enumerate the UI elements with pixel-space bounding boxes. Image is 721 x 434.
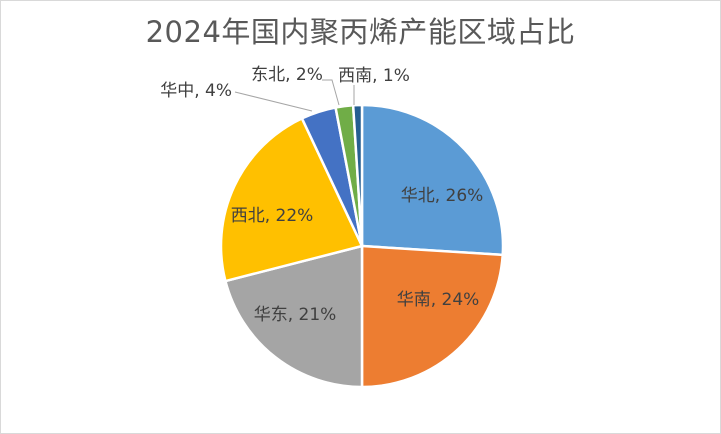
data-label-0: 华北, 26% — [401, 186, 484, 206]
data-label-4: 华中, 4% — [160, 81, 232, 101]
pie-slice-0 — [360, 103, 505, 257]
leader-line-4 — [234, 91, 313, 112]
leader-line-5 — [322, 79, 340, 106]
data-label-1: 华南, 24% — [397, 290, 480, 310]
pie-slice-6 — [351, 103, 364, 248]
data-label-2: 华东, 21% — [254, 305, 337, 325]
pie-slice-2 — [224, 244, 364, 389]
data-label-3: 西北, 22% — [231, 206, 314, 226]
pie-slice-3 — [219, 117, 364, 283]
pie-slice-1 — [360, 244, 504, 389]
data-label-6: 西南, 1% — [338, 66, 410, 86]
data-label-5: 东北, 2% — [251, 65, 323, 85]
